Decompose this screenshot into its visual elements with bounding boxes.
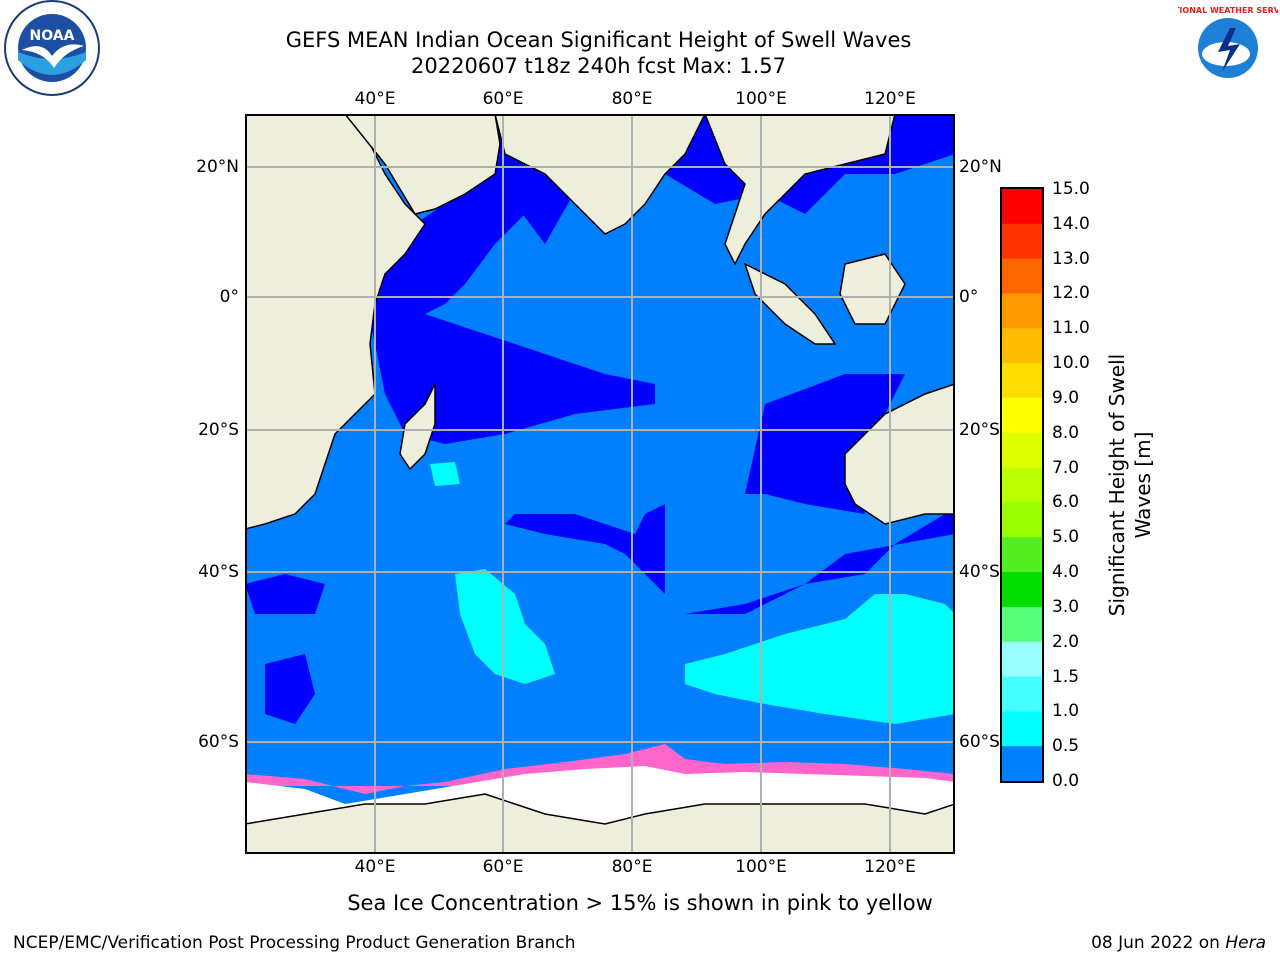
swell-height-map xyxy=(245,114,955,854)
southeast-asia-land xyxy=(704,114,896,266)
colorbar-tick-label: 14.0 xyxy=(1052,213,1090,234)
colorbar-frame xyxy=(1000,187,1044,783)
colorbar-segment xyxy=(1002,258,1042,294)
colorbar-tick-label: 5.0 xyxy=(1052,527,1080,548)
colorbar-tick-label: 10.0 xyxy=(1052,353,1090,374)
arabia-land xyxy=(344,114,501,215)
lat-tick-left-1: 0° xyxy=(219,287,239,307)
colorbar-segment xyxy=(1002,432,1042,469)
colorbar-label: Significant Height of Swell Waves [m] xyxy=(1104,325,1156,645)
colorbar-segment xyxy=(1002,746,1042,782)
lat-tick-right-2: 20°S xyxy=(959,420,1000,440)
footer-host: Hera xyxy=(1225,933,1266,953)
colorbar-segment xyxy=(1002,711,1042,747)
chart-title: GEFS MEAN Indian Ocean Significant Heigh… xyxy=(285,28,912,52)
india-land xyxy=(494,114,706,235)
ocean-swell-0-0.5-southwest-blob xyxy=(265,654,315,724)
lon-tick-bottom-0: 40°E xyxy=(354,857,396,877)
colorbar-segment xyxy=(1002,641,1042,678)
colorbar-segment xyxy=(1002,293,1042,329)
lat-tick-left-0: 20°N xyxy=(196,157,239,177)
lon-tick-top-1: 60°E xyxy=(482,89,524,109)
colorbar-tick-label: 2.0 xyxy=(1052,631,1080,652)
map-gridlines xyxy=(245,114,955,854)
lat-tick-left-4: 60°S xyxy=(198,732,239,752)
colorbar-tick-label: 13.0 xyxy=(1052,248,1090,269)
lat-tick-right-4: 60°S xyxy=(959,732,1000,752)
lon-tick-bottom-3: 100°E xyxy=(735,857,787,877)
sea-ice-caption: Sea Ice Concentration > 15% is shown in … xyxy=(347,891,933,915)
colorbar-segment xyxy=(1002,363,1042,399)
lon-tick-top-4: 120°E xyxy=(864,89,916,109)
colorbar-segment xyxy=(1002,328,1042,364)
australia-land xyxy=(844,383,955,525)
chart-subtitle: 20220607 t18z 240h fcst Max: 1.57 xyxy=(411,54,786,78)
noaa-logo-text: NOAA xyxy=(30,28,75,44)
colorbar-segment xyxy=(1002,467,1042,503)
antarctica-land xyxy=(245,793,955,854)
colorbar-segment xyxy=(1002,572,1042,608)
lon-tick-top-3: 100°E xyxy=(735,89,787,109)
lon-tick-bottom-2: 80°E xyxy=(611,857,653,877)
footer-date-text: 08 Jun 2022 on xyxy=(1091,933,1226,953)
ocean-swell-1-1.5-central xyxy=(455,569,555,684)
colorbar-tick-label: 7.0 xyxy=(1052,457,1080,478)
map-frame xyxy=(245,114,955,854)
borneo-land xyxy=(839,253,906,325)
footer-date: 08 Jun 2022 on Hera xyxy=(1091,933,1266,953)
africa-land xyxy=(245,114,426,530)
noaa-logo: NOAA xyxy=(4,0,100,96)
colorbar-tick-label: 15.0 xyxy=(1052,179,1090,199)
lon-tick-bottom-4: 120°E xyxy=(864,857,916,877)
nws-logo: NATIONAL WEATHER SERVICE xyxy=(1178,2,1278,94)
lat-tick-left-2: 20°S xyxy=(198,420,239,440)
colorbar xyxy=(1000,187,1044,783)
lat-tick-right-3: 40°S xyxy=(959,562,1000,582)
ocean-swell-0-0.5-arabian xyxy=(385,154,575,314)
colorbar-segment xyxy=(1002,537,1042,573)
lat-tick-right-1: 0° xyxy=(959,287,979,307)
colorbar-label-line1: Significant Height of Swell xyxy=(1105,353,1129,617)
ocean-swell-0-0.5-africa-coast xyxy=(365,294,655,444)
ocean-swell-1-1.5-east xyxy=(685,594,955,724)
ocean-swell-1-1.5-small xyxy=(430,462,460,486)
lat-tick-left-3: 40°S xyxy=(198,562,239,582)
colorbar-tick-label: 0.5 xyxy=(1052,736,1080,757)
colorbar-segment xyxy=(1002,397,1042,434)
footer-credit: NCEP/EMC/Verification Post Processing Pr… xyxy=(13,933,576,953)
colorbar-segment xyxy=(1002,189,1042,225)
colorbar-tick-label: 12.0 xyxy=(1052,283,1090,304)
colorbar-tick-label: 1.5 xyxy=(1052,666,1080,687)
lon-tick-bottom-1: 60°E xyxy=(482,857,524,877)
ocean-swell-0-0.5-australia xyxy=(505,374,955,614)
colorbar-segment xyxy=(1002,502,1042,538)
colorbar-tick-label: 4.0 xyxy=(1052,562,1080,583)
lon-tick-top-0: 40°E xyxy=(354,89,396,109)
colorbar-tick-label: 3.0 xyxy=(1052,596,1080,617)
colorbar-tick-label: 11.0 xyxy=(1052,318,1090,339)
nws-logo-text: NATIONAL WEATHER SERVICE xyxy=(1178,6,1278,15)
colorbar-label-line2: Waves [m] xyxy=(1131,431,1155,539)
colorbar-tick-label: 6.0 xyxy=(1052,492,1080,513)
lon-tick-top-2: 80°E xyxy=(611,89,653,109)
colorbar-segment xyxy=(1002,606,1042,643)
colorbar-tick-label: 8.0 xyxy=(1052,422,1080,443)
lat-tick-right-0: 20°N xyxy=(959,157,1002,177)
colorbar-tick-label: 0.0 xyxy=(1052,771,1080,791)
colorbar-segment xyxy=(1002,223,1042,260)
colorbar-tick-label: 1.0 xyxy=(1052,701,1080,722)
colorbar-tick-label: 9.0 xyxy=(1052,387,1080,408)
colorbar-segment xyxy=(1002,676,1042,712)
ocean-swell-0-0.5-southwest xyxy=(245,574,325,614)
